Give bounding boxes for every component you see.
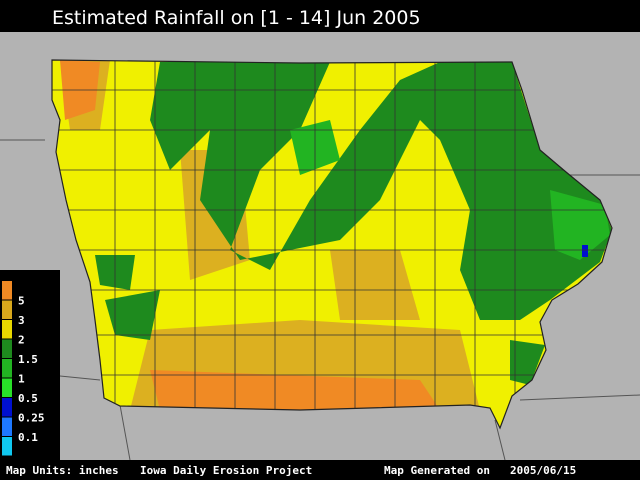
legend-label: 3 <box>18 314 25 327</box>
legend-swatch <box>2 339 12 358</box>
iowa <box>52 60 612 428</box>
legend-label: 1.5 <box>18 353 38 366</box>
legend-swatch <box>2 378 12 397</box>
legend-label: 0.1 <box>18 431 38 444</box>
project-name: Iowa Daily Erosion Project <box>140 464 312 477</box>
legend-swatch <box>2 359 12 378</box>
title: Estimated Rainfall on [1 - 14] Jun 2005 <box>52 7 421 29</box>
state-border <box>51 59 613 430</box>
legend-label: 0.5 <box>18 392 38 405</box>
generated-date: 2005/06/15 <box>510 464 576 477</box>
legend-swatch <box>2 417 12 436</box>
legend-swatch <box>2 437 12 456</box>
rain-1-5-2 <box>95 62 612 385</box>
legend-label: 2 <box>18 334 25 347</box>
legend-swatch <box>2 281 12 300</box>
legend-swatch <box>2 300 12 319</box>
legend-label: 5 <box>18 295 25 308</box>
county-grid <box>52 60 612 428</box>
legend: 5 3 2 1.5 1 0.5 0.25 0.1 <box>2 281 45 456</box>
footer-bar <box>0 460 640 480</box>
rain-0-5 <box>582 245 588 257</box>
map-units: Map Units: inches <box>6 464 119 477</box>
legend-swatch <box>2 320 12 339</box>
legend-label: 1 <box>18 373 25 386</box>
legend-swatch <box>2 398 12 417</box>
title-bar <box>0 0 640 32</box>
generated-label: Map Generated on <box>384 464 490 477</box>
legend-label: 0.25 <box>18 412 45 425</box>
